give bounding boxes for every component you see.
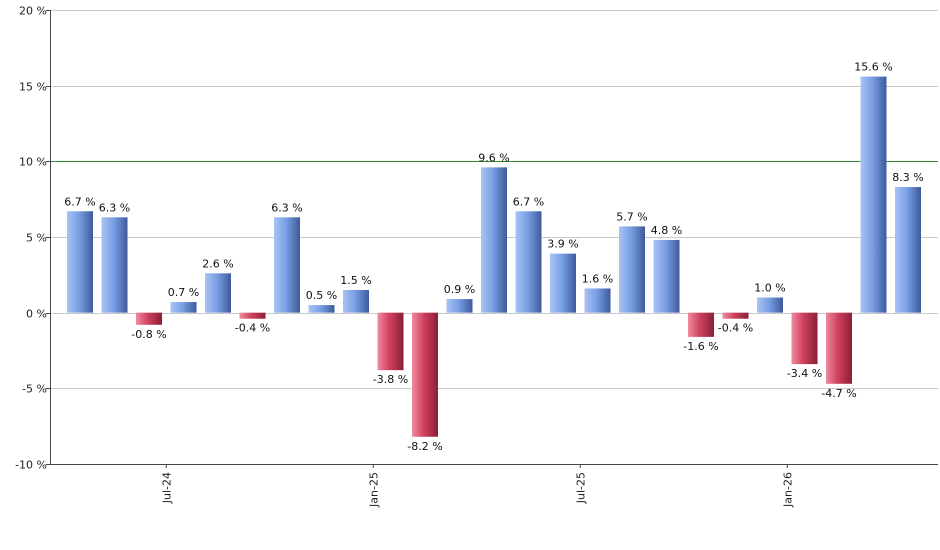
data-label: 9.6 %	[478, 151, 509, 164]
bar	[584, 288, 611, 313]
data-label: 6.7 %	[64, 195, 95, 208]
data-label: 8.3 %	[892, 171, 923, 184]
data-label: -4.7 %	[821, 387, 856, 400]
data-label: -8.2 %	[407, 440, 442, 453]
data-label: -0.8 %	[131, 328, 166, 341]
x-tick-label: Jul-24	[160, 472, 173, 504]
data-label: 2.6 %	[202, 257, 233, 270]
bar	[757, 297, 783, 313]
data-label: -3.4 %	[787, 367, 822, 380]
data-label: -0.4 %	[235, 322, 270, 335]
bar	[791, 312, 818, 365]
data-label: 4.8 %	[651, 224, 682, 237]
bar	[619, 226, 645, 313]
x-axis: Jul-24 Jan-25 Jul-25 Jan-26	[50, 464, 938, 508]
data-label: -1.6 %	[683, 340, 718, 353]
bar	[653, 240, 680, 313]
data-label: 6.7 %	[513, 195, 544, 208]
data-label: 3.9 %	[547, 238, 578, 251]
bar	[136, 312, 162, 325]
bar	[860, 76, 887, 313]
bar	[446, 299, 473, 313]
bar	[550, 253, 576, 313]
y-tick-label: 15 %	[19, 81, 47, 94]
bar	[67, 211, 93, 313]
data-label: 6.3 %	[99, 201, 130, 214]
data-label: 1.0 %	[754, 282, 785, 295]
bar	[170, 302, 197, 313]
data-label: 6.3 %	[271, 201, 302, 214]
y-tick-label: -10 %	[15, 459, 47, 472]
data-label: 0.5 %	[306, 289, 337, 302]
bar	[274, 217, 300, 313]
y-tick-label: 10 %	[19, 156, 47, 169]
y-axis: -10 % -5 % 0 % 5 % 10 % 15 % 20 %	[15, 5, 51, 472]
bar	[377, 312, 404, 371]
y-tick-label: 20 %	[19, 5, 47, 18]
data-label: 0.7 %	[168, 286, 199, 299]
x-tick-label: Jan-25	[367, 472, 380, 508]
data-label: 0.9 %	[444, 283, 475, 296]
bar	[412, 312, 438, 437]
bar	[722, 312, 749, 319]
bar	[826, 312, 852, 384]
bar	[343, 289, 369, 313]
bar	[101, 217, 128, 313]
data-labels: 6.7 % 6.3 % -0.8 % 0.7 % 2.6 % -0.4 % 6.3 % 0.5…	[64, 61, 923, 453]
y-tick-label: 5 %	[26, 232, 47, 245]
data-label: 1.5 %	[340, 274, 371, 287]
bar	[205, 273, 231, 313]
bar	[895, 187, 921, 313]
grid-lines	[50, 10, 938, 465]
data-label: 15.6 %	[854, 61, 892, 74]
bar	[688, 312, 714, 337]
x-tick-label: Jan-26	[781, 472, 794, 508]
bar	[239, 312, 266, 319]
bar	[308, 305, 335, 313]
data-label: -3.8 %	[373, 373, 408, 386]
data-label: 1.6 %	[582, 272, 613, 285]
y-tick-label: 0 %	[26, 308, 47, 321]
data-label: -0.4 %	[718, 322, 753, 335]
data-label: 5.7 %	[616, 210, 647, 223]
bars	[67, 76, 921, 437]
bar	[515, 211, 542, 313]
bar	[481, 167, 507, 313]
y-tick-label: -5 %	[22, 383, 47, 396]
x-tick-label: Jul-25	[574, 472, 587, 504]
